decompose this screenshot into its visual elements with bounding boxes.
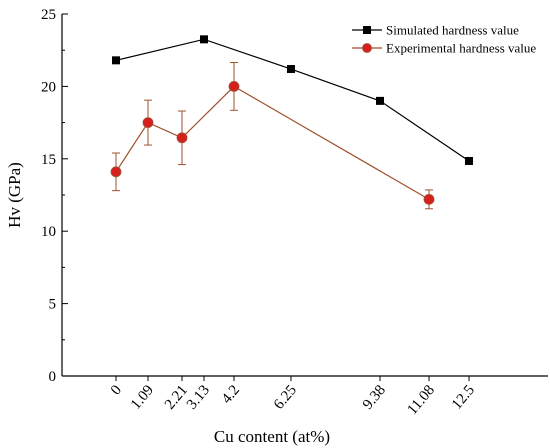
x-tick-label: 6.25 <box>271 382 300 412</box>
y-axis-title: Hv (GPa) <box>5 162 24 228</box>
data-point <box>376 96 384 105</box>
x-tick-label: 9.38 <box>360 382 389 412</box>
x-tick-label: 12.5 <box>449 382 478 412</box>
legend-marker <box>363 26 371 34</box>
y-tick-label: 25 <box>41 7 56 23</box>
y-tick-label: 0 <box>49 369 57 385</box>
data-point <box>110 166 122 178</box>
x-tick-label: 11.08 <box>404 382 438 418</box>
x-tick-label: 1.09 <box>128 382 157 412</box>
data-point <box>287 65 295 74</box>
series-experimental <box>110 62 435 210</box>
y-tick-label: 20 <box>41 79 56 95</box>
plot-area <box>110 35 473 210</box>
data-point <box>465 156 473 165</box>
y-tick-label: 5 <box>49 297 57 313</box>
legend-marker <box>362 43 372 53</box>
data-point <box>112 56 120 65</box>
x-tick-label: 2.21 <box>162 382 191 412</box>
legend-item: Simulated hardness value <box>352 23 519 38</box>
data-point <box>228 81 240 92</box>
x-tick-label: 4.2 <box>219 382 243 407</box>
legend-label: Simulated hardness value <box>386 23 519 38</box>
data-point <box>200 35 208 44</box>
legend: Simulated hardness value Experimental har… <box>352 23 536 56</box>
x-tick-label: 0 <box>108 382 125 398</box>
legend-label: Experimental hardness value <box>386 41 536 56</box>
x-axis-title: Cu content (at%) <box>214 427 330 446</box>
data-point <box>423 193 435 205</box>
data-point <box>142 117 154 128</box>
legend-item: Experimental hardness value <box>352 41 536 56</box>
series-simulated <box>112 35 473 165</box>
series-line <box>115 38 470 162</box>
data-point <box>176 132 188 144</box>
y-tick-label: 10 <box>41 224 56 240</box>
x-tick-label: 3.13 <box>184 382 213 412</box>
y-tick-label: 15 <box>41 152 56 168</box>
